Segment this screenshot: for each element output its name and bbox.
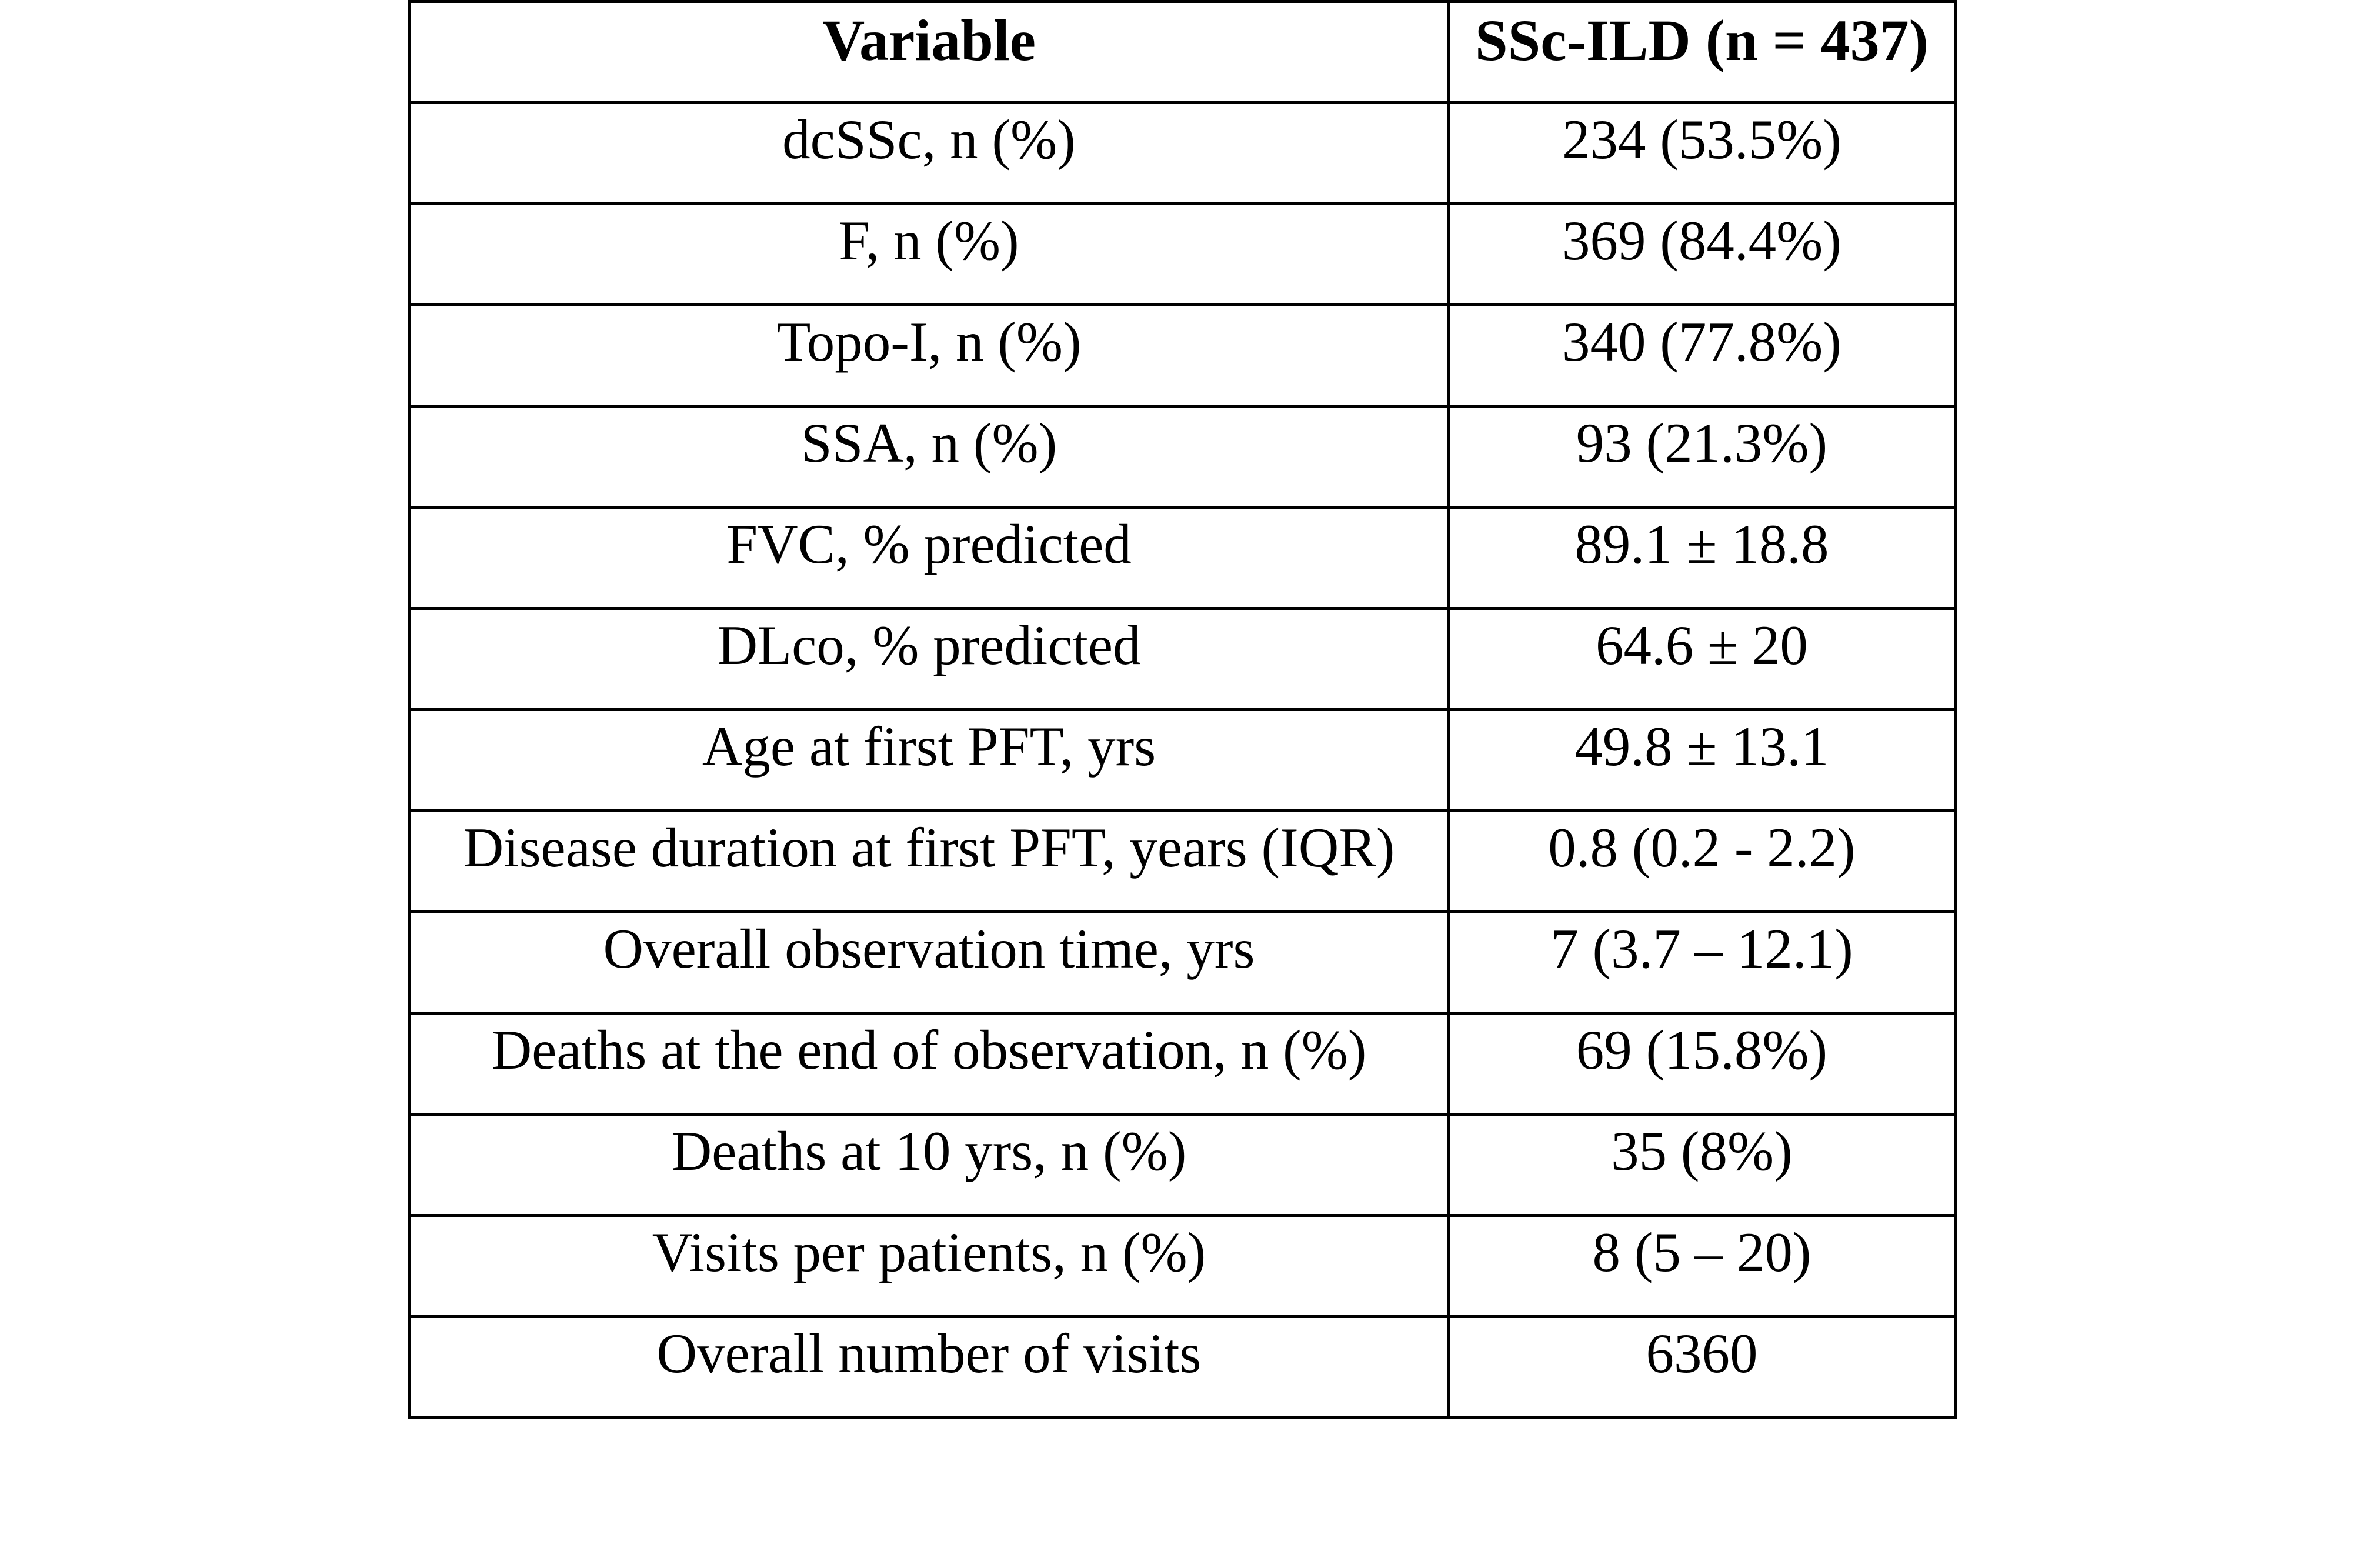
value-cell: 7 (3.7 – 12.1) [1447,910,1957,1015]
table-row: Visits per patients, n (%) 8 (5 – 20) [408,1214,1957,1318]
variable-cell: Visits per patients, n (%) [408,1214,1450,1318]
variable-cell: Disease duration at first PFT, years (IQ… [408,809,1450,913]
variable-cell: Deaths at the end of observation, n (%) [408,1012,1450,1116]
variable-cell: DLco, % predicted [408,607,1450,711]
table-row: Deaths at the end of observation, n (%) … [408,1012,1957,1116]
variable-cell: Deaths at 10 yrs, n (%) [408,1113,1450,1217]
table-row: Topo-I, n (%) 340 (77.8%) [408,303,1957,408]
header-row: Variable SSc-ILD (n = 437) [408,0,1957,104]
table-row: Overall number of visits 6360 [408,1315,1957,1419]
variable-cell: Overall observation time, yrs [408,910,1450,1015]
value-cell: 89.1 ± 18.8 [1447,506,1957,610]
value-cell: 0.8 (0.2 - 2.2) [1447,809,1957,913]
variable-cell: Age at first PFT, yrs [408,708,1450,812]
value-cell: 35 (8%) [1447,1113,1957,1217]
variable-cell: FVC, % predicted [408,506,1450,610]
value-cell: 49.8 ± 13.1 [1447,708,1957,812]
value-cell: 369 (84.4%) [1447,202,1957,306]
table-row: Deaths at 10 yrs, n (%) 35 (8%) [408,1113,1957,1217]
table-row: Age at first PFT, yrs 49.8 ± 13.1 [408,708,1957,812]
patient-characteristics-table: Variable SSc-ILD (n = 437) dcSSc, n (%) … [408,0,1957,1419]
table-row: dcSSc, n (%) 234 (53.5%) [408,101,1957,205]
variable-cell: Overall number of visits [408,1315,1450,1419]
value-cell: 234 (53.5%) [1447,101,1957,205]
value-cell: 8 (5 – 20) [1447,1214,1957,1318]
value-cell: 64.6 ± 20 [1447,607,1957,711]
table-row: SSA, n (%) 93 (21.3%) [408,405,1957,509]
value-cell: 93 (21.3%) [1447,405,1957,509]
table-row: Overall observation time, yrs 7 (3.7 – 1… [408,910,1957,1015]
table-row: F, n (%) 369 (84.4%) [408,202,1957,306]
value-cell: 340 (77.8%) [1447,303,1957,408]
variable-cell: Topo-I, n (%) [408,303,1450,408]
value-cell: 69 (15.8%) [1447,1012,1957,1116]
table-row: Disease duration at first PFT, years (IQ… [408,809,1957,913]
variable-cell: SSA, n (%) [408,405,1450,509]
table-row: FVC, % predicted 89.1 ± 18.8 [408,506,1957,610]
value-cell: 6360 [1447,1315,1957,1419]
variable-cell: dcSSc, n (%) [408,101,1450,205]
column-header-cohort: SSc-ILD (n = 437) [1447,0,1957,104]
table-row: DLco, % predicted 64.6 ± 20 [408,607,1957,711]
variable-cell: F, n (%) [408,202,1450,306]
column-header-variable: Variable [408,0,1450,104]
